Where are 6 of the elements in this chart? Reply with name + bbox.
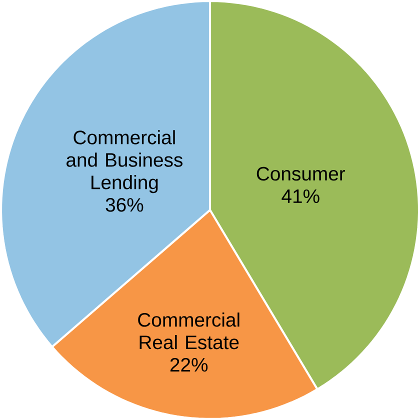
slice-label: Commercial Real Estate xyxy=(138,312,240,350)
data-label: 41% xyxy=(282,189,320,203)
data-label: 36% xyxy=(106,198,144,212)
data-label: 22% xyxy=(170,358,208,372)
slice-label: Consumer xyxy=(256,166,346,181)
slice-label: Commercial and Business Lending xyxy=(66,130,182,194)
